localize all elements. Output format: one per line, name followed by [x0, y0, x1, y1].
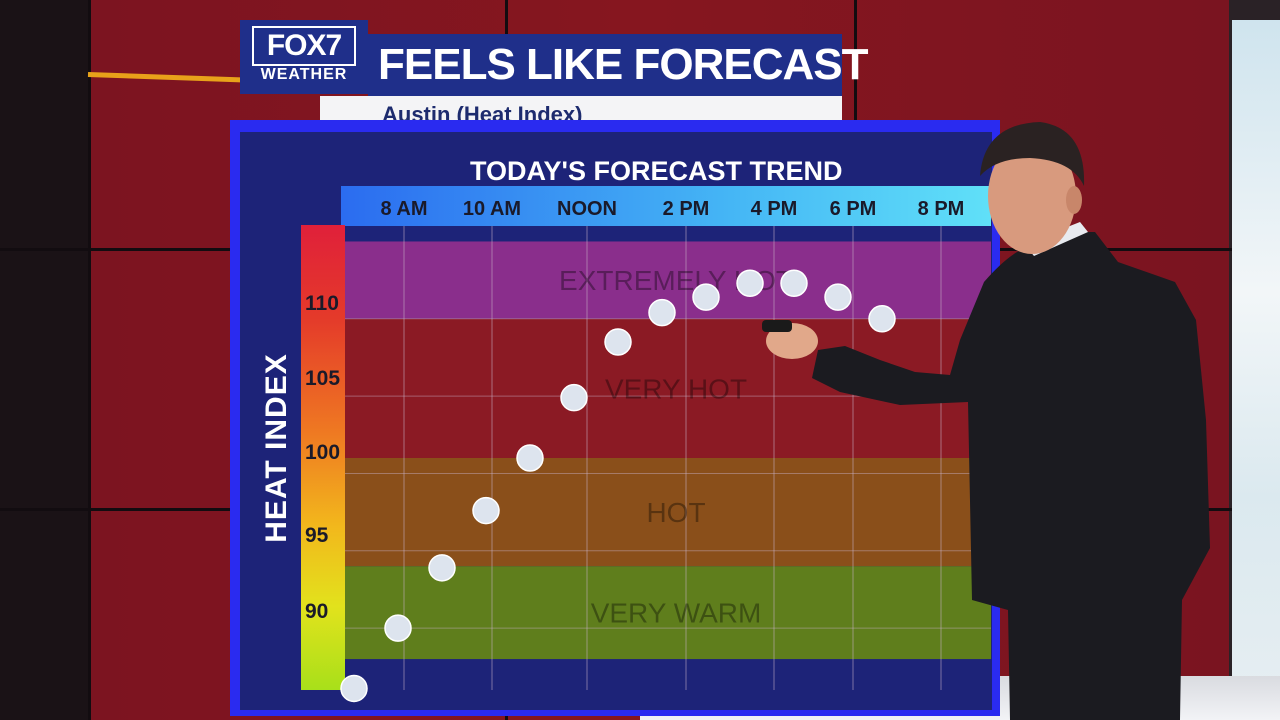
x-tick-label: 10 AM [462, 198, 522, 220]
chart-title: TODAY'S FORECAST TREND [470, 156, 843, 186]
x-tick-label: 8 AM [380, 198, 428, 220]
data-point [824, 283, 852, 311]
x-tick-label: 8 PM [917, 198, 965, 220]
wall-seam [88, 0, 91, 720]
band-very-warm [345, 566, 991, 660]
logo-box [240, 20, 368, 94]
x-tick-label: 6 PM [829, 198, 877, 220]
x-tick-label: 4 PM [750, 198, 798, 220]
data-point [428, 554, 456, 582]
data-point [692, 283, 720, 311]
data-point [736, 269, 764, 297]
data-point [868, 305, 896, 333]
y-tick-label: 110 [305, 292, 339, 315]
data-point [604, 328, 632, 356]
data-point [340, 674, 368, 703]
band-label: VERY WARM [591, 598, 762, 629]
station-logo-sub: WEATHER [260, 66, 348, 83]
y-tick-label: 100 [305, 441, 341, 464]
data-point [516, 444, 544, 472]
y-tick-label: 90 [305, 600, 329, 623]
y-tick-label: 95 [305, 524, 329, 547]
time-axis-bar [341, 186, 991, 226]
presenter-head [988, 138, 1076, 254]
data-point [780, 269, 808, 297]
data-point [472, 496, 500, 525]
clicker-remote [762, 320, 792, 332]
presenter-ear [1066, 186, 1082, 214]
presenter-hair [980, 122, 1085, 186]
x-tick-label: NOON [557, 198, 617, 220]
data-point [648, 298, 676, 327]
presenter-suit [812, 232, 1210, 720]
data-point [384, 614, 412, 642]
side-screen [1232, 20, 1280, 700]
band-label: HOT [646, 497, 705, 528]
station-logo: FOX7 [252, 26, 356, 66]
y-tick-label: 105 [305, 367, 341, 390]
band-label: VERY HOT [605, 373, 747, 404]
page-title: FEELS LIKE FORECAST [378, 40, 868, 89]
data-point [560, 383, 588, 412]
band-hot [345, 458, 991, 567]
heat-index-color-scale [301, 225, 345, 690]
x-tick-label: 2 PM [662, 198, 710, 220]
